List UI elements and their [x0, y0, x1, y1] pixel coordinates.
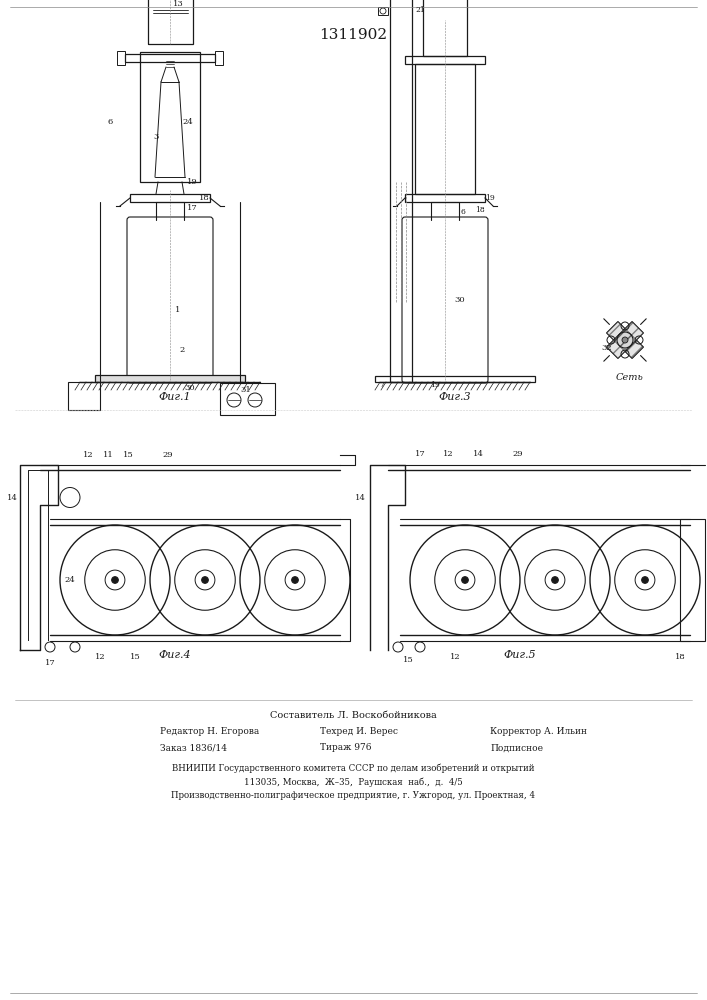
Text: 30: 30 — [185, 384, 195, 392]
Bar — [405, 56, 485, 64]
Text: 15: 15 — [122, 451, 134, 459]
Bar — [375, 376, 535, 382]
Text: 29: 29 — [163, 451, 173, 459]
Text: 12: 12 — [450, 653, 460, 661]
Text: 17: 17 — [187, 204, 197, 212]
Bar — [415, 64, 475, 194]
Bar — [125, 54, 215, 62]
Circle shape — [201, 577, 209, 583]
Text: 6: 6 — [460, 208, 465, 216]
Polygon shape — [607, 322, 643, 358]
Text: 1311902: 1311902 — [319, 28, 387, 42]
Text: 14: 14 — [355, 493, 366, 502]
Text: Производственно-полиграфическое предприятие, г. Ужгород, ул. Проектная, 4: Производственно-полиграфическое предприя… — [171, 792, 535, 800]
Text: 12: 12 — [443, 450, 453, 458]
Text: 24: 24 — [182, 118, 194, 126]
Text: 37: 37 — [367, 0, 377, 2]
Text: 31: 31 — [240, 386, 252, 394]
Text: Фиг.4: Фиг.4 — [158, 650, 192, 660]
Circle shape — [622, 337, 628, 343]
Text: 113035, Москва,  Ж–35,  Раушская  наб.,  д.  4/5: 113035, Москва, Ж–35, Раушская наб., д. … — [244, 777, 462, 787]
Bar — [378, 7, 388, 15]
Text: 32: 32 — [602, 344, 612, 352]
Text: Фиг.3: Фиг.3 — [438, 392, 472, 402]
Text: 18: 18 — [674, 653, 685, 661]
Text: 24: 24 — [64, 576, 76, 584]
Text: Тираж 976: Тираж 976 — [320, 744, 371, 752]
Text: Редактор Н. Егорова: Редактор Н. Егорова — [160, 728, 259, 736]
Text: Заказ 1836/14: Заказ 1836/14 — [160, 744, 227, 752]
Bar — [148, 0, 192, 44]
Text: Техред И. Верес: Техред И. Верес — [320, 728, 398, 736]
Bar — [220, 383, 275, 415]
Bar — [117, 51, 125, 65]
Text: 15: 15 — [129, 653, 141, 661]
Text: 18: 18 — [199, 194, 209, 202]
Text: 13: 13 — [173, 0, 183, 7]
Text: 19: 19 — [485, 194, 495, 202]
Polygon shape — [607, 322, 643, 358]
Text: Сеть: Сеть — [616, 373, 644, 382]
Bar — [68, 382, 100, 410]
Text: 19: 19 — [187, 178, 197, 186]
Text: 12: 12 — [95, 653, 105, 661]
Text: ВНИИПИ Государственного комитета СССР по делам изобретений и открытий: ВНИИПИ Государственного комитета СССР по… — [172, 763, 534, 773]
Text: 18: 18 — [475, 206, 485, 214]
Circle shape — [551, 577, 559, 583]
Text: 14: 14 — [6, 493, 18, 502]
Circle shape — [642, 577, 648, 583]
Text: 17: 17 — [414, 450, 426, 458]
Circle shape — [112, 577, 118, 583]
Text: Составитель Л. Воскобойникова: Составитель Л. Воскобойникова — [269, 710, 436, 720]
Text: 6: 6 — [107, 118, 112, 126]
Bar — [680, 519, 705, 641]
Text: 30: 30 — [455, 296, 465, 304]
Text: 21: 21 — [415, 6, 425, 14]
Bar — [130, 194, 210, 202]
Text: 19: 19 — [430, 381, 440, 389]
Text: 29: 29 — [513, 450, 523, 458]
Text: Фиг.1: Фиг.1 — [158, 392, 192, 402]
Bar — [95, 375, 245, 382]
Bar — [390, 0, 412, 382]
Text: Корректор А. Ильин: Корректор А. Ильин — [490, 728, 587, 736]
Text: 17: 17 — [45, 659, 55, 667]
Circle shape — [292, 577, 298, 583]
Text: 12: 12 — [83, 451, 93, 459]
Text: Подписное: Подписное — [490, 744, 543, 752]
Text: 15: 15 — [402, 656, 414, 664]
Text: 14: 14 — [472, 450, 484, 458]
Text: 1: 1 — [175, 306, 181, 314]
Bar — [405, 194, 485, 202]
Bar — [423, 0, 467, 56]
Text: 7: 7 — [380, 381, 385, 389]
Bar — [140, 52, 200, 182]
Text: 3: 3 — [153, 133, 158, 141]
Text: 2: 2 — [180, 346, 185, 354]
Text: Фиг.5: Фиг.5 — [503, 650, 537, 660]
Text: 11: 11 — [103, 451, 113, 459]
Bar — [215, 51, 223, 65]
Circle shape — [462, 577, 468, 583]
